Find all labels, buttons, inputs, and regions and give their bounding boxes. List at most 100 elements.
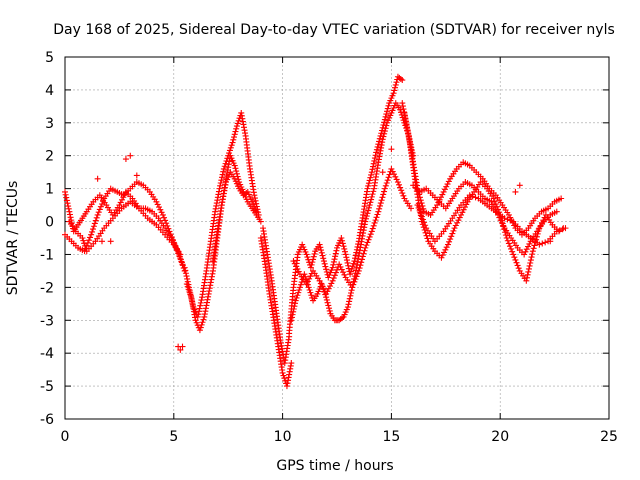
data-point [371,157,378,164]
data-point [560,225,567,232]
series-track-7 [257,235,295,390]
data-point [294,292,301,299]
data-point [195,308,202,315]
x-axis: 0 5 10 15 20 25 [61,57,618,445]
data-point [177,256,184,263]
data-point [362,244,369,251]
data-point [377,200,384,207]
series-track-11 [290,165,414,297]
data-point [227,144,234,151]
series-track-12 [401,109,565,238]
data-point [332,250,339,257]
data-point [445,178,452,185]
data-point [380,133,387,140]
data-point [92,217,99,224]
data-point [434,202,441,209]
data-point [331,256,338,263]
data-point [357,262,364,269]
data-point [536,241,543,248]
data-point [515,265,522,272]
data-point [380,191,387,198]
data-point [222,160,229,167]
data-point [91,220,98,227]
data-point [511,254,518,261]
data-point [304,254,311,261]
data-point [292,300,299,307]
data-point [553,208,560,215]
data-point [421,219,428,226]
data-point [390,90,397,97]
data-point [525,265,532,272]
y-tick-label: 1 [45,182,54,198]
data-point [307,273,314,280]
data-point [418,213,425,220]
data-point [438,254,445,261]
data-point [553,228,560,235]
data-point [295,268,302,275]
data-point [378,197,385,204]
data-point [62,191,69,198]
data-point [119,196,126,203]
x-tick-label: 5 [169,429,178,445]
data-point [65,205,72,212]
data-point [401,112,408,119]
y-tick-label: 0 [45,215,54,231]
data-point [366,202,373,209]
y-tick-label: 5 [45,50,54,66]
data-point [442,246,449,253]
data-point [381,128,388,135]
data-point [463,201,470,208]
data-point [420,205,427,212]
data-point [525,243,532,250]
data-point [501,215,508,222]
data-point [198,297,205,304]
data-point [178,259,185,266]
data-point [547,238,554,245]
series-track-4 [181,109,262,320]
data-point [323,296,330,303]
data-point [401,109,408,116]
data-point [369,191,376,198]
series-track-8 [260,225,293,367]
data-point [196,305,203,312]
data-point [381,116,388,123]
data-point [447,236,454,243]
y-axis-label: SDTVAR / TECUs [5,181,21,296]
data-point [325,285,332,292]
data-point [317,280,324,287]
data-point [221,163,228,170]
data-point [416,207,423,214]
data-point [196,327,203,334]
data-point [330,275,337,282]
data-point [379,169,386,176]
data-point [400,106,407,113]
data-point [527,260,534,267]
data-point [488,198,495,205]
y-axis: -6 -5 -4 -3 -2 -1 0 1 2 3 4 5 [40,50,609,428]
data-point [331,272,338,279]
data-point [363,242,370,249]
data-point [65,203,72,210]
data-point [88,231,95,238]
data-point [443,183,450,190]
data-point [347,292,354,299]
data-point [344,304,351,311]
data-point [290,305,297,312]
data-point [405,129,412,136]
data-point [367,199,374,206]
data-point [369,225,376,232]
data-point [506,243,513,250]
data-point [339,240,346,247]
data-point [379,194,386,201]
data-point [181,264,188,271]
y-tick-label: -6 [40,412,54,428]
data-point [371,155,378,162]
data-point [393,79,400,86]
data-point [526,240,533,247]
data-point [361,247,368,254]
data-point [354,270,361,277]
data-point [438,194,445,201]
data-point [85,237,92,244]
y-tick-label: 2 [45,149,54,165]
data-point [346,298,353,305]
